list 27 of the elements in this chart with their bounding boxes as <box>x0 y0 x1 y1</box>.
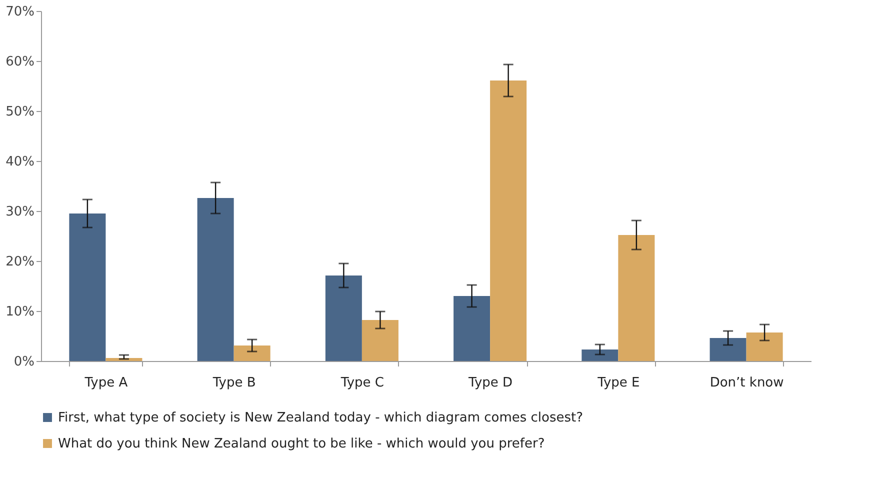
y-tick-label: 50% <box>6 104 34 120</box>
bar <box>582 350 618 361</box>
x-tick-label: Type E <box>596 376 640 390</box>
bar <box>490 80 527 361</box>
y-tick-label: 30% <box>6 204 34 220</box>
legend-label: What do you think New Zealand ought to be like - which would you prefer? <box>58 436 545 452</box>
legend-label: First, what type of society is New Zealand today - which diagram comes closest? <box>58 410 584 426</box>
bar <box>746 332 783 361</box>
x-tick-label: Type C <box>340 376 384 390</box>
y-tick-label: 70% <box>6 4 34 20</box>
bar <box>454 296 490 361</box>
bar <box>710 338 746 361</box>
bar <box>325 276 362 361</box>
x-tick-label: Type A <box>84 376 128 390</box>
bar <box>197 198 234 361</box>
bar <box>362 320 398 361</box>
x-tick-label: Type B <box>212 376 256 390</box>
y-tick-label: 20% <box>6 254 34 270</box>
x-tick-label: Type D <box>468 376 513 390</box>
y-tick-label: 0% <box>14 354 34 370</box>
y-tick-label: 40% <box>6 154 34 170</box>
x-tick-label: Don’t know <box>710 376 784 390</box>
y-tick-label: 60% <box>6 54 34 70</box>
bar <box>618 235 655 361</box>
bar <box>69 214 106 361</box>
bar <box>234 346 270 361</box>
y-tick-label: 10% <box>6 304 34 320</box>
